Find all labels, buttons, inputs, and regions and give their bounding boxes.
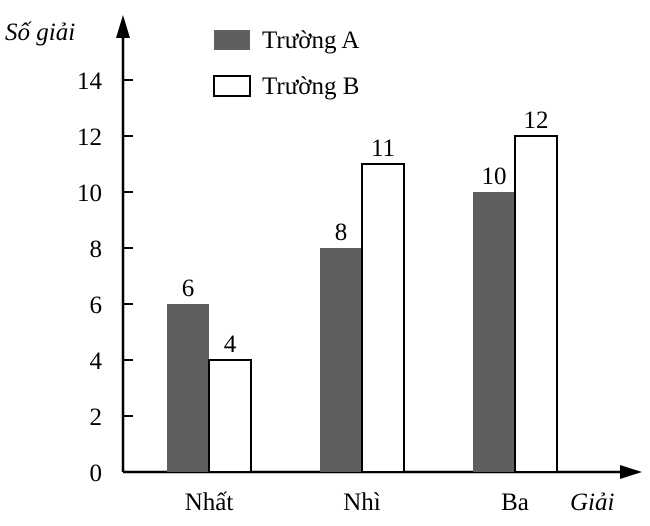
data-label: 6 (182, 275, 195, 302)
data-label: 10 (482, 163, 507, 190)
x-tick-label: Nhì (343, 489, 381, 516)
y-tick-label: 14 (77, 68, 103, 95)
x-axis-arrow (620, 465, 642, 479)
legend-swatch (213, 75, 251, 97)
y-tick-label: 10 (77, 180, 102, 207)
y-tick-label: 4 (90, 348, 103, 375)
bar-a-2 (473, 192, 515, 472)
x-tick-label: Nhất (185, 489, 234, 516)
legend-label: Trường A (262, 27, 359, 54)
bar-a-0 (167, 304, 209, 472)
data-label: 12 (524, 107, 549, 134)
data-labels: 6 4 8 11 10 12 (182, 107, 549, 358)
x-axis-title: Giải (570, 489, 615, 516)
data-label: 8 (335, 219, 348, 246)
y-tick-label: 8 (90, 236, 103, 263)
data-label: 11 (371, 135, 395, 162)
y-axis-arrow (116, 15, 130, 38)
bar-a-1 (320, 248, 362, 472)
bar-b-2 (514, 135, 558, 473)
y-tick-label: 0 (90, 460, 103, 487)
y-ticks: 0 2 4 6 8 10 12 14 (77, 68, 133, 487)
bar-b-0 (208, 359, 252, 473)
legend-label: Trường B (262, 73, 359, 100)
bars (167, 135, 558, 473)
y-axis-title: Số giải (5, 19, 75, 46)
legend-swatch (214, 30, 250, 50)
y-tick-label: 2 (90, 404, 103, 431)
y-tick-label: 6 (90, 292, 103, 319)
data-label: 4 (224, 331, 237, 358)
legend: Trường A Trường B (213, 27, 359, 100)
y-tick-label: 12 (77, 124, 102, 151)
bar-b-1 (361, 163, 405, 473)
x-tick-label: Ba (501, 489, 529, 516)
x-tick-labels: Nhất Nhì Ba (185, 489, 529, 516)
